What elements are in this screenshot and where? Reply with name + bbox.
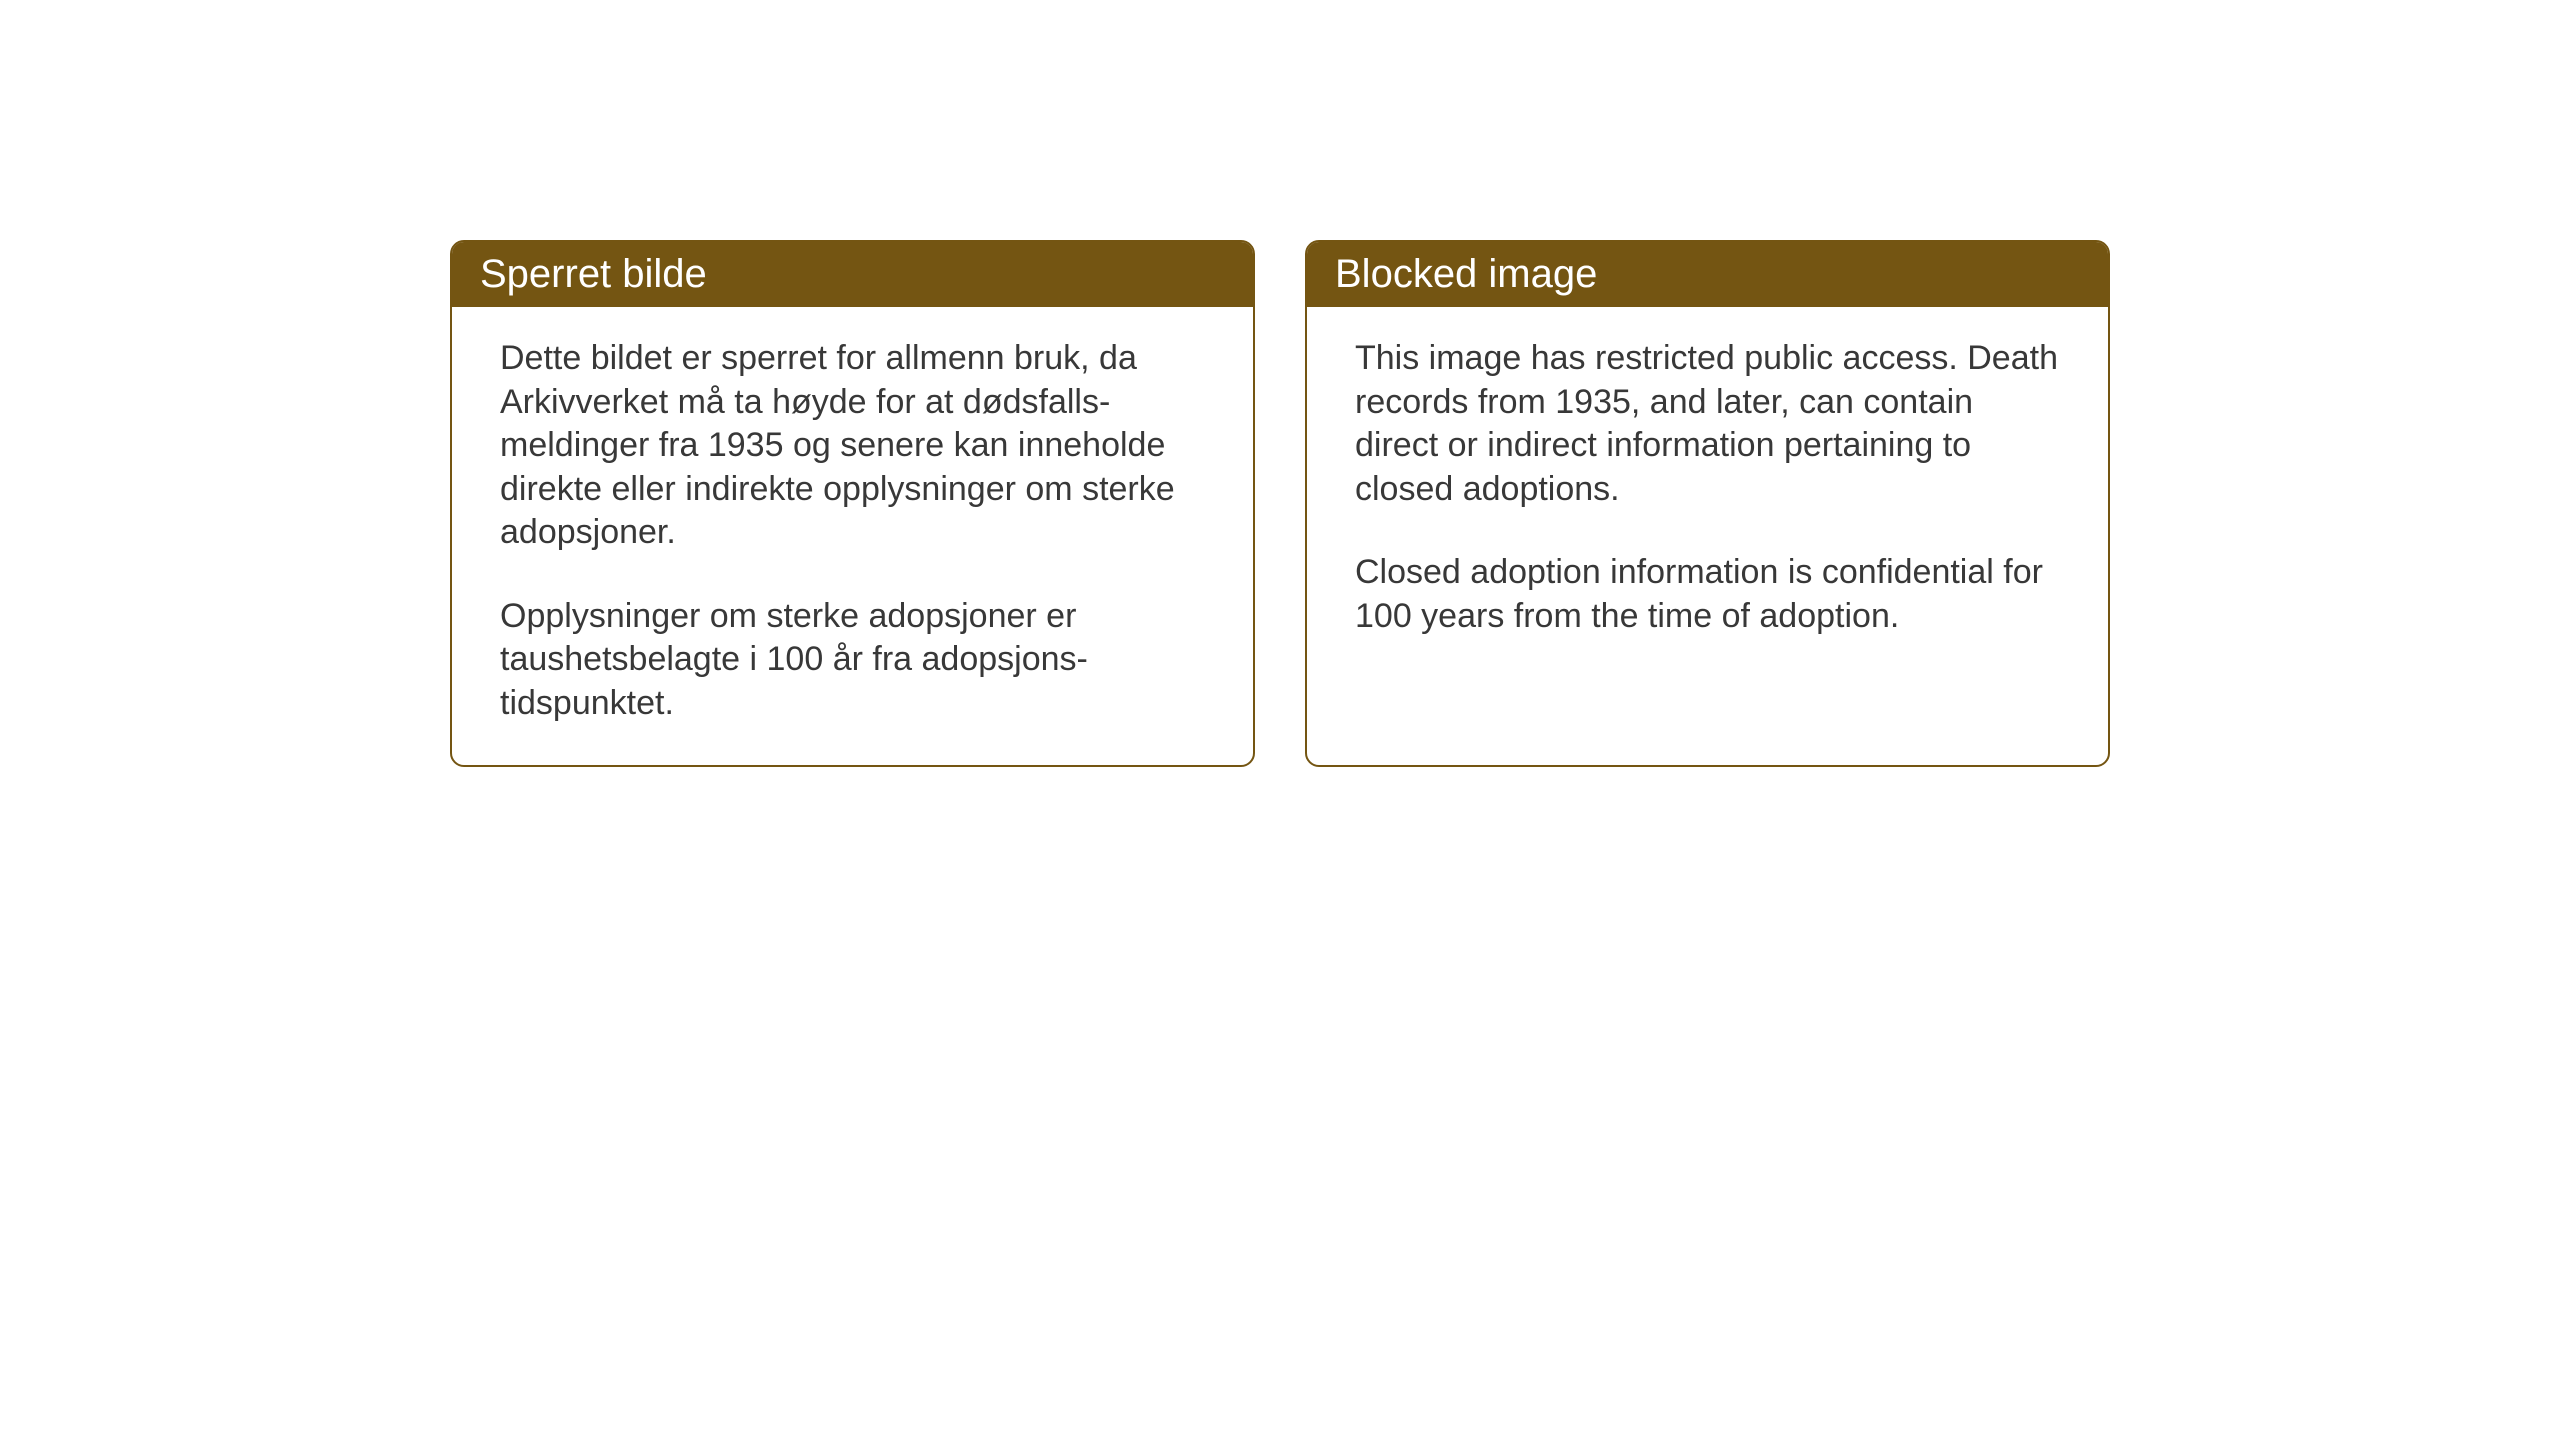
notice-header-norwegian: Sperret bilde — [452, 242, 1253, 307]
notice-paragraph-2-english: Closed adoption information is confident… — [1355, 551, 2060, 638]
notice-box-norwegian: Sperret bilde Dette bildet er sperret fo… — [450, 240, 1255, 767]
notice-paragraph-1-english: This image has restricted public access.… — [1355, 337, 2060, 511]
notice-body-norwegian: Dette bildet er sperret for allmenn bruk… — [452, 307, 1253, 765]
notices-container: Sperret bilde Dette bildet er sperret fo… — [450, 240, 2110, 767]
notice-header-english: Blocked image — [1307, 242, 2108, 307]
notice-body-english: This image has restricted public access.… — [1307, 307, 2108, 718]
notice-paragraph-1-norwegian: Dette bildet er sperret for allmenn bruk… — [500, 337, 1205, 555]
notice-paragraph-2-norwegian: Opplysninger om sterke adopsjoner er tau… — [500, 595, 1205, 726]
notice-box-english: Blocked image This image has restricted … — [1305, 240, 2110, 767]
